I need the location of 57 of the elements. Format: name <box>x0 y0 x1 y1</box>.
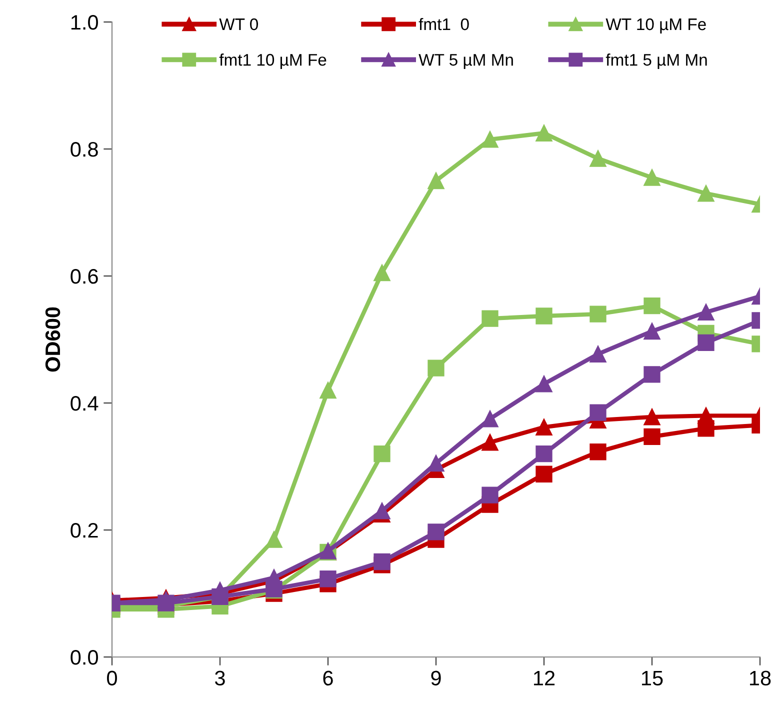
x-tick-label: 6 <box>323 670 333 686</box>
point <box>320 382 336 399</box>
point <box>698 334 714 352</box>
point <box>428 454 444 472</box>
point <box>374 445 390 462</box>
point <box>644 428 660 445</box>
y-tick-label: 0.6 <box>70 269 98 284</box>
legend-label: fmt1 5 µM Mn <box>606 54 707 70</box>
point <box>428 172 444 190</box>
legend-label: WT 10 µM Fe <box>606 18 706 34</box>
point <box>644 298 660 314</box>
point <box>644 322 660 340</box>
x-tick-label: 3 <box>215 670 225 686</box>
y-tick-label: 0.2 <box>70 523 98 538</box>
point <box>482 410 498 428</box>
point <box>590 404 606 421</box>
x-tick-label: 0 <box>107 670 117 686</box>
point <box>590 444 606 460</box>
y-tick-label: 0.4 <box>70 396 98 411</box>
point <box>644 169 660 186</box>
y-tick-label: 1.0 <box>71 15 98 30</box>
x-tick-label: 15 <box>642 670 663 686</box>
point <box>698 420 714 437</box>
point <box>482 434 498 451</box>
point <box>590 306 606 322</box>
point <box>482 486 498 504</box>
legend-label: fmt1 0 <box>418 18 469 30</box>
y-tick-label: 0.8 <box>70 142 98 157</box>
point <box>266 531 282 548</box>
point <box>644 408 660 426</box>
legend-label: WT 5 µM Mn <box>418 54 513 70</box>
point <box>536 124 552 142</box>
point <box>374 553 390 570</box>
point <box>320 570 336 588</box>
point <box>374 502 390 520</box>
point <box>482 310 498 327</box>
legend-label: fmt1 10 µM Fe <box>219 54 326 70</box>
point <box>590 346 606 362</box>
point <box>644 366 660 383</box>
y-tick-label: 0.0 <box>70 650 98 665</box>
point <box>428 524 444 540</box>
point <box>536 418 552 436</box>
point <box>536 308 552 324</box>
x-tick-label: 9 <box>431 670 441 686</box>
point <box>536 466 552 482</box>
point <box>428 360 444 376</box>
point <box>698 304 714 321</box>
y-axis-title: OD600 <box>45 307 60 372</box>
legend-label: WT 0 <box>219 18 258 30</box>
point <box>374 264 390 282</box>
x-tick-label: 12 <box>534 670 555 686</box>
x-tick-label: 18 <box>750 670 771 686</box>
point <box>698 185 714 202</box>
point <box>536 376 552 392</box>
point <box>590 150 606 167</box>
point <box>482 131 498 148</box>
point <box>536 445 552 462</box>
